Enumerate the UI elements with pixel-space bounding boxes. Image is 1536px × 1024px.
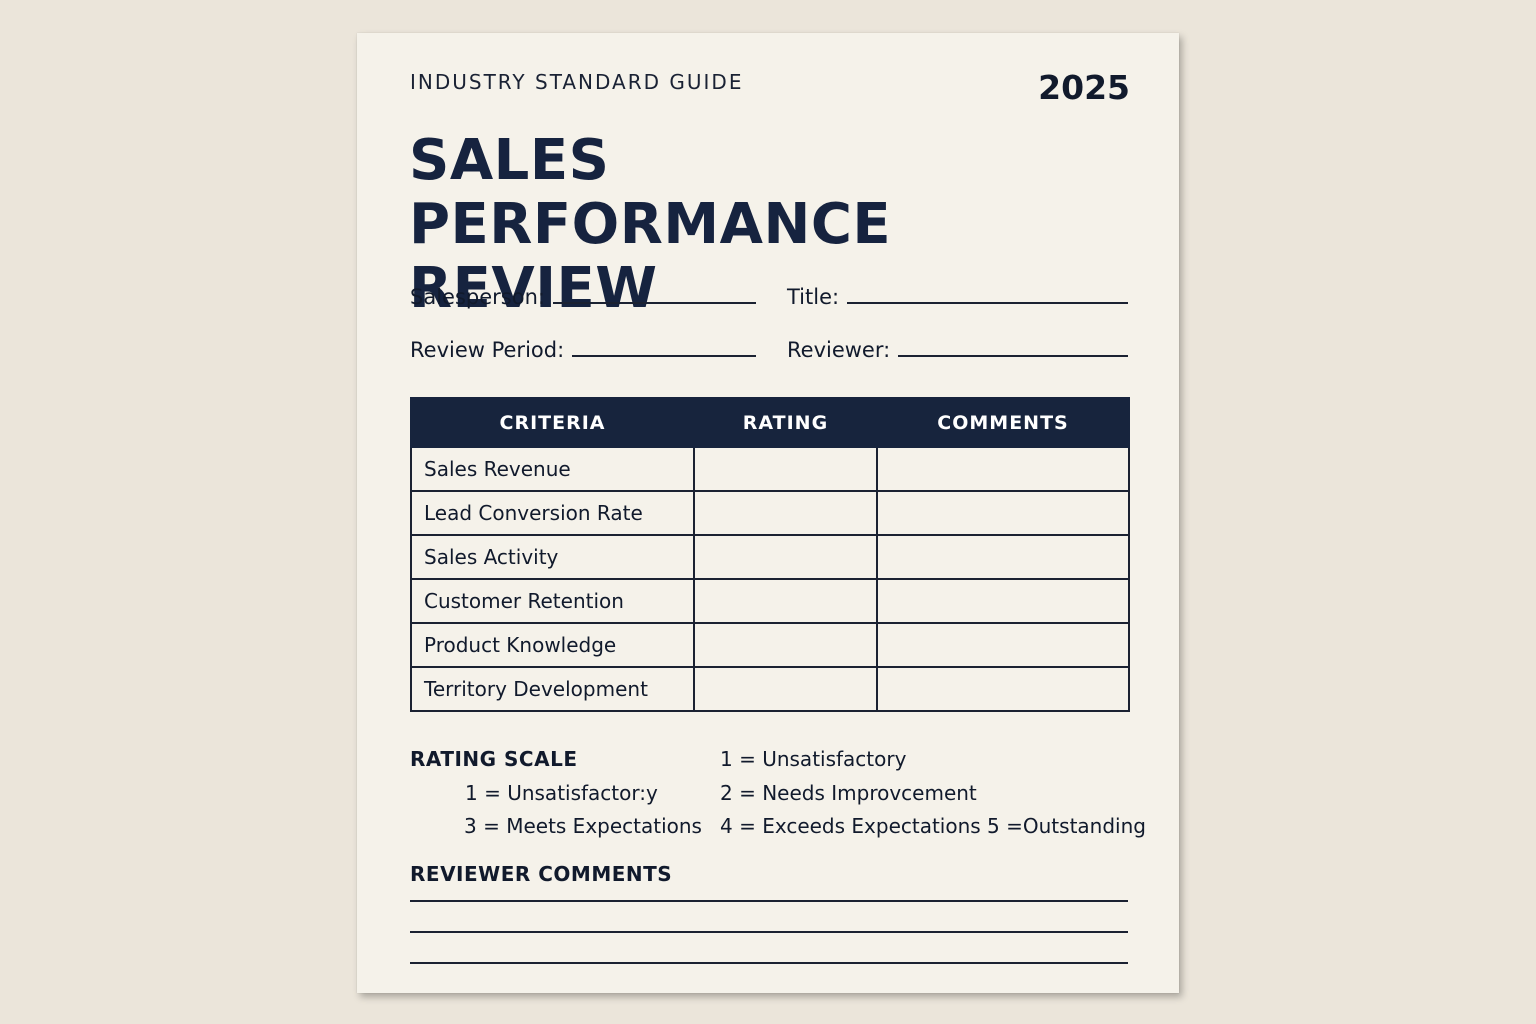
table-row: Product Knowledge <box>410 622 1130 668</box>
comments-cell[interactable] <box>876 534 1130 580</box>
guide-label: INDUSTRY STANDARD GUIDE <box>410 70 744 94</box>
rating-cell[interactable] <box>693 446 878 492</box>
comments-cell[interactable] <box>876 578 1130 624</box>
table-row: Sales Revenue <box>410 446 1130 492</box>
criteria-table: CRITERIA RATING COMMENTS Sales Revenue L… <box>410 397 1130 712</box>
rating-cell[interactable] <box>693 578 878 624</box>
rating-cell[interactable] <box>693 490 878 536</box>
table-row: Customer Retention <box>410 578 1130 624</box>
rating-scale-title: RATING SCALE <box>410 747 578 771</box>
column-header-rating: RATING <box>693 397 878 448</box>
table-row: Sales Activity <box>410 534 1130 580</box>
criteria-cell: Territory Development <box>410 666 695 712</box>
comment-line[interactable] <box>410 931 1128 933</box>
criteria-cell: Product Knowledge <box>410 622 695 668</box>
rating-scale-item: 2 = Needs Improvcement <box>720 781 977 805</box>
reviewer-line[interactable] <box>898 355 1128 357</box>
salesperson-label: Salesperson: <box>410 285 545 309</box>
comments-cell[interactable] <box>876 666 1130 712</box>
criteria-cell: Lead Conversion Rate <box>410 490 695 536</box>
criteria-cell: Customer Retention <box>410 578 695 624</box>
rating-cell[interactable] <box>693 666 878 712</box>
table-row: Territory Development <box>410 666 1130 712</box>
salesperson-line[interactable] <box>552 302 756 304</box>
rating-scale-item: 1 = Unsatisfactor:y <box>465 781 658 805</box>
rating-cell[interactable] <box>693 534 878 580</box>
column-header-criteria: CRITERIA <box>410 397 695 448</box>
comment-line[interactable] <box>410 962 1128 964</box>
reviewer-label: Reviewer: <box>787 338 891 362</box>
title-line[interactable] <box>847 302 1128 304</box>
table-row: Lead Conversion Rate <box>410 490 1130 536</box>
review-period-label: Review Period: <box>410 338 565 362</box>
comments-cell[interactable] <box>876 622 1130 668</box>
criteria-cell: Sales Activity <box>410 534 695 580</box>
comment-line[interactable] <box>410 900 1128 902</box>
page-title: SALES PERFORMANCE REVIEW <box>409 128 892 321</box>
review-period-field[interactable]: Review Period: <box>410 338 756 362</box>
rating-scale-item: 3 = Meets Expectations <box>464 814 702 838</box>
table-header-row: CRITERIA RATING COMMENTS <box>410 397 1130 448</box>
rating-cell[interactable] <box>693 622 878 668</box>
reviewer-field[interactable]: Reviewer: <box>787 338 1128 362</box>
review-period-line[interactable] <box>572 355 756 357</box>
column-header-comments: COMMENTS <box>876 397 1130 448</box>
title-label: Title: <box>787 285 840 309</box>
rating-scale-item: 4 = Exceeds Expectations 5 =Outstanding <box>720 814 1146 838</box>
comments-cell[interactable] <box>876 446 1130 492</box>
rating-scale-item: 1 = Unsatisfactory <box>720 747 907 771</box>
reviewer-comments-title: REVIEWER COMMENTS <box>410 862 673 886</box>
review-form-sheet: INDUSTRY STANDARD GUIDE 2025 SALES PERFO… <box>357 33 1179 993</box>
comments-cell[interactable] <box>876 490 1130 536</box>
year-label: 2025 <box>1038 68 1130 107</box>
title-field[interactable]: Title: <box>787 285 1128 309</box>
criteria-cell: Sales Revenue <box>410 446 695 492</box>
salesperson-field[interactable]: Salesperson: <box>410 285 756 309</box>
